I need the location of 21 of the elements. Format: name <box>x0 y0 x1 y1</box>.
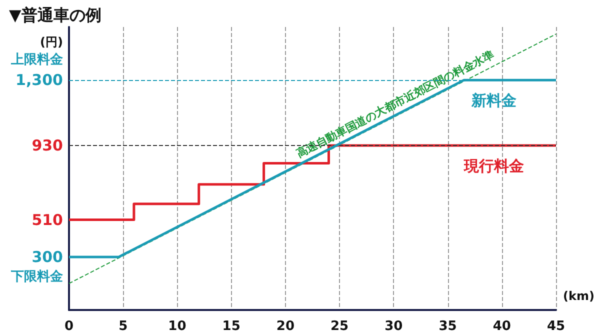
y-tick-label: 1,300 <box>16 71 63 90</box>
x-axis-title: (km) <box>563 289 594 303</box>
x-tick-label: 25 <box>330 319 349 334</box>
series-label: 現行料金 <box>463 157 524 176</box>
x-tick-label: 15 <box>222 319 240 334</box>
x-tick-label: 20 <box>276 319 294 334</box>
y-tick-label: 510 <box>32 210 63 229</box>
y-tick-label: 930 <box>32 136 63 155</box>
x-tick-label: 5 <box>118 319 128 334</box>
series-label: 新料金 <box>470 92 516 110</box>
x-tick-label: 45 <box>546 319 566 334</box>
x-tick-label: 10 <box>168 319 186 334</box>
x-tick-label: 0 <box>64 319 74 334</box>
chart-title: ▼普通車の例 <box>9 6 102 24</box>
x-tick-label: 30 <box>384 319 403 334</box>
x-tick-label: 40 <box>492 319 511 334</box>
y-tick-label: 300 <box>32 248 63 266</box>
y-axis-title: (円) <box>40 35 63 49</box>
annotation: 下限料金 <box>10 269 64 284</box>
annotation: 上限料金 <box>10 52 64 68</box>
x-tick-label: 35 <box>438 319 457 334</box>
